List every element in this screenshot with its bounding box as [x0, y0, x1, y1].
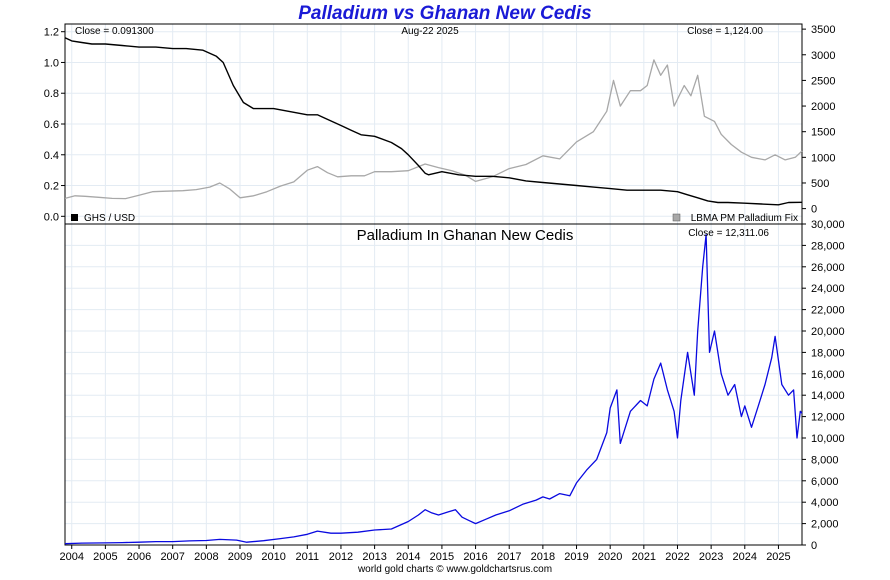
bottom-right-tick-label: 2,000: [811, 519, 839, 531]
top-right-tick-label: 3500: [811, 24, 835, 36]
top-left-tick-label: 0.0: [44, 211, 59, 223]
x-tick-label: 2014: [396, 551, 420, 563]
top-left-tick-label: 0.8: [44, 88, 59, 100]
bottom-right-tick-label: 6,000: [811, 476, 839, 488]
bottom-right-tick-label: 0: [811, 540, 817, 552]
bottom-right-tick-label: 22,000: [811, 305, 845, 317]
legend-palladium-label: LBMA PM Palladium Fix: [691, 213, 798, 224]
x-tick-label: 2013: [362, 551, 386, 563]
top-left-tick-label: 0.4: [44, 150, 59, 162]
bottom-right-axis: 0 2,000 4,000 6,000 8,000 10,000 12,000 14,000 1…: [802, 219, 845, 552]
bottom-right-tick-label: 28,000: [811, 240, 845, 252]
bottom-right-tick-label: 12,000: [811, 412, 845, 424]
x-tick-label: 2016: [463, 551, 487, 563]
top-right-tick-label: 3000: [811, 50, 835, 62]
top-right-tick-label: 1500: [811, 127, 835, 139]
bottom-right-tick-label: 18,000: [811, 347, 845, 359]
legend-ghs-label: GHS / USD: [84, 213, 135, 224]
ghs-usd-line: [64, 37, 803, 206]
top-date-label: Aug-22 2025: [401, 26, 459, 37]
x-tick-label: 2022: [665, 551, 689, 563]
top-right-close-label: Close = 1,124.00: [687, 26, 763, 37]
x-tick-label: 2007: [160, 551, 184, 563]
bottom-right-tick-label: 4,000: [811, 497, 839, 509]
x-tick-label: 2008: [194, 551, 218, 563]
top-left-close-label: Close = 0.091300: [75, 26, 154, 37]
x-tick-label: 2020: [598, 551, 622, 563]
bottom-panel-grid: [65, 223, 802, 546]
bottom-series-group: [64, 234, 803, 545]
top-left-tick-label: 0.6: [44, 119, 59, 131]
top-panel-grid: [65, 24, 802, 224]
top-left-tick-label: 0.2: [44, 181, 59, 193]
bottom-close-label: Close = 12,311.06: [688, 228, 769, 239]
palladium-usd-line: [64, 59, 803, 200]
bottom-right-tick-label: 16,000: [811, 369, 845, 381]
top-right-tick-label: 0: [811, 204, 817, 216]
palladium-ghs-line: [64, 234, 803, 545]
top-right-tick-label: 1000: [811, 152, 835, 164]
bottom-panel-title: Palladium In Ghanan New Cedis: [357, 227, 574, 244]
x-tick-label: 2005: [93, 551, 117, 563]
chart-title: Palladium vs Ghanan New Cedis: [298, 3, 592, 24]
x-tick-label: 2017: [497, 551, 521, 563]
x-tick-label: 2015: [430, 551, 454, 563]
legend-ghs-swatch: [71, 214, 78, 221]
x-tick-label: 2023: [699, 551, 723, 563]
x-tick-label: 2021: [632, 551, 656, 563]
bottom-right-tick-label: 20,000: [811, 326, 845, 338]
top-right-tick-label: 2500: [811, 75, 835, 87]
top-series-group: [64, 37, 803, 206]
bottom-right-tick-label: 10,000: [811, 433, 845, 445]
top-left-tick-label: 1.2: [44, 27, 59, 39]
bottom-right-tick-label: 26,000: [811, 262, 845, 274]
x-tick-label: 2011: [295, 551, 319, 563]
top-right-tick-label: 500: [811, 178, 829, 190]
top-right-tick-label: 2000: [811, 101, 835, 113]
x-tick-label: 2024: [733, 551, 757, 563]
x-tick-label: 2010: [261, 551, 285, 563]
x-tick-label: 2009: [228, 551, 252, 563]
x-axis: 2004 2005 2006 2007 2008 2009 2010 2011 2012 2013…: [59, 545, 791, 563]
bottom-right-tick-label: 8,000: [811, 454, 839, 466]
legend-palladium-swatch: [672, 213, 681, 222]
bottom-panel-frame: [64, 223, 803, 546]
x-tick-label: 2025: [766, 551, 790, 563]
x-tick-label: 2012: [329, 551, 353, 563]
x-tick-label: 2006: [127, 551, 151, 563]
x-tick-label: 2019: [564, 551, 588, 563]
bottom-right-tick-label: 14,000: [811, 390, 845, 402]
bottom-right-tick-label: 24,000: [811, 283, 845, 295]
x-tick-label: 2004: [59, 551, 83, 563]
top-left-axis: 0.0 0.2 0.4 0.6 0.8 1.0 1.2: [44, 27, 65, 223]
x-tick-label: 2018: [531, 551, 555, 563]
top-left-tick-label: 1.0: [44, 57, 59, 69]
bottom-right-tick-label: 30,000: [811, 219, 845, 231]
top-right-axis: 0 500 1000 1500 2000 2500 3000 3500: [802, 24, 835, 216]
footer-credit: world gold charts © www.goldchartsrus.co…: [357, 564, 552, 575]
